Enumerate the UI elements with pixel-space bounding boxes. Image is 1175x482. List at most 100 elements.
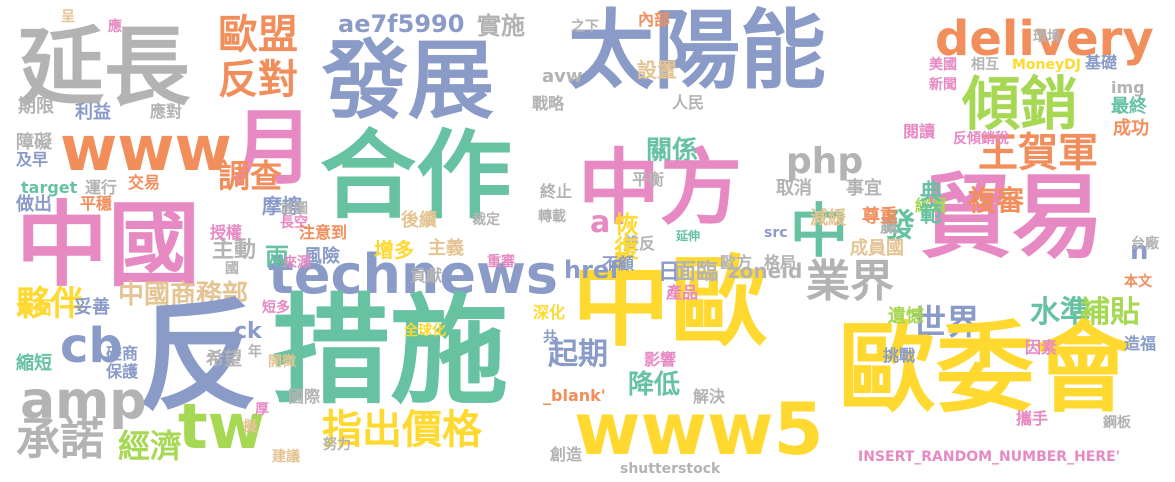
word-26: 水準 [1030,295,1090,330]
word-110: 格局 [764,253,797,272]
word-69: 設置 [637,58,677,82]
word-83: 成功 [1113,118,1149,139]
word-84: 閱讀 [903,122,936,141]
word-116: 妥善 [74,297,110,318]
word-74: 內部 [638,10,671,29]
word-115: 負面 [16,298,52,319]
word-18: 中 [790,197,849,265]
word-100: 裁定 [472,212,500,228]
word-31: 中歐 [572,246,769,360]
word-59: 典範 [916,180,941,224]
word-66: 後續 [401,210,437,231]
word-118: 年 [248,344,262,360]
word-125: 造福 [1124,334,1157,353]
word-121: 深化 [533,303,566,322]
word-117: 短多 [262,300,290,316]
word-34: 承諾 [16,414,104,465]
word-93: target [21,178,78,197]
word-108: 重審 [487,254,515,270]
word-85: 反傾銷稅 [953,131,1009,147]
word-78: 相互 [971,57,999,73]
word-98: 首圖 [280,201,308,217]
word-46: 發 [878,208,916,240]
word-16: 中國 [16,192,201,299]
word-47: n [1130,236,1149,266]
word-57: 尊重 [862,206,898,227]
word-90: 應對 [150,102,183,121]
word-55: 成員國 [850,238,904,259]
word-53: 主義 [428,238,464,259]
word-114: 國 [225,261,239,277]
word-61: 取消 [776,178,812,199]
word-30: 措施 [272,282,509,420]
word-22: 業界 [806,256,894,307]
word-86: 呈 [61,9,75,25]
word-123: 挑戰 [883,346,916,365]
word-124: 因素 [1025,338,1058,357]
word-8: 傾銷 [962,70,1079,138]
word-68: 長空 [280,215,308,231]
word-32: 歐委會 [838,312,1133,426]
word-130: 開徵 [268,354,296,370]
word-43: 日 [658,260,681,285]
word-131: 影響 [644,350,677,369]
word-107: 貢獻 [410,266,443,285]
word-33: amp [20,371,147,431]
word-21: 複審 [968,184,1025,217]
word-126: 縮短 [16,353,52,374]
word-139: 鋼板 [1103,415,1131,431]
word-20: 調查 [218,157,283,195]
word-64: a [590,205,611,240]
word-40: 降低 [628,370,681,400]
word-60: 事宜 [846,178,882,199]
word-79: 美國 [929,57,957,73]
word-132: _blank' [543,386,606,405]
word-96: 做出 [16,194,52,215]
word-119: 全球化 [404,323,446,339]
word-63: 終止 [540,182,573,201]
word-95: 交易 [128,173,161,192]
word-14: php [786,141,864,182]
word-97: 平穩 [80,194,113,213]
word-4: 反對 [218,57,298,103]
word-105: 風險 [304,246,340,267]
word-6: 實施 [477,12,525,40]
word-82: 最終 [1111,96,1147,117]
word-62: 平衡 [632,170,665,189]
word-101: 延伸 [676,229,701,243]
word-3: 歐盟 [218,12,298,58]
word-133: 解決 [693,387,726,406]
word-104: 授權 [210,223,243,242]
word-140: 建議 [272,449,300,465]
word-9: www [60,112,232,185]
word-103: 注意到 [299,223,348,242]
word-23: 夥伴 [16,284,84,324]
word-92: 及早 [16,150,49,169]
word-72: avw [542,66,583,87]
word-76: MoneyDJ [1012,57,1081,73]
word-19: 貿易 [920,164,1105,271]
word-29: 反 [138,288,258,427]
word-49: 贏 [880,216,898,237]
word-136: 擬 [243,419,257,435]
word-143: shutterstock [620,461,721,477]
word-24: 中國商務部 [118,280,249,310]
word-50: ck [234,319,262,344]
word-48: 遺憾 [888,306,924,327]
word-109: 歐方 [720,253,753,272]
word-80: 新聞 [929,77,957,93]
word-120: 產品 [666,283,699,302]
word-45: zoneid [728,259,803,283]
word-25: 世界 [912,303,980,343]
word-56: 減緩 [810,208,846,229]
word-102: src [764,225,788,241]
word-27: 補貼 [1080,295,1140,330]
word-122: 共 [541,329,557,343]
word-138: 攜手 [1016,409,1049,428]
word-134: 國際 [288,387,321,406]
word-17: technews [268,243,558,306]
word-52: 增多 [374,238,414,262]
word-111: 台廠 [1131,236,1159,252]
word-37: 指出價格 [322,407,482,453]
